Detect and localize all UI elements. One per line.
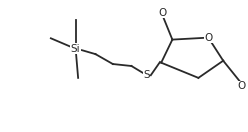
Text: O: O (238, 81, 246, 91)
Text: O: O (158, 8, 167, 18)
Text: Si: Si (71, 44, 80, 54)
Text: S: S (143, 70, 150, 80)
Text: O: O (204, 33, 213, 43)
